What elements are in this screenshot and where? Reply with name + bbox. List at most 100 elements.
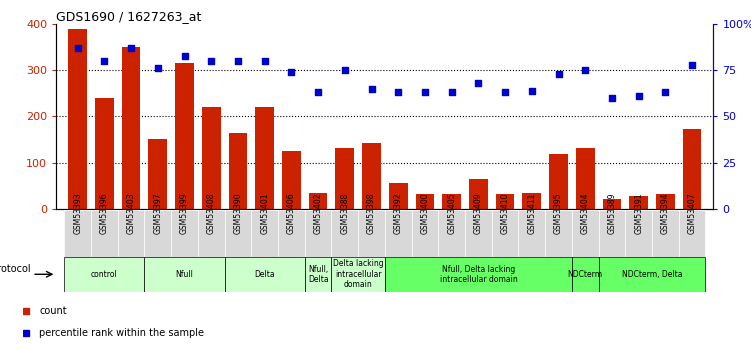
Bar bbox=[65, 257, 144, 292]
Bar bbox=[599, 257, 705, 292]
Bar bbox=[336, 148, 354, 209]
Text: GSM53390: GSM53390 bbox=[234, 192, 243, 234]
Point bbox=[526, 88, 538, 93]
Text: GSM53401: GSM53401 bbox=[260, 192, 269, 234]
Bar bbox=[68, 29, 87, 209]
Bar bbox=[171, 210, 198, 257]
Text: Nfull: Nfull bbox=[176, 270, 194, 279]
Bar bbox=[118, 210, 144, 257]
Bar bbox=[439, 210, 465, 257]
Point bbox=[445, 90, 457, 95]
Bar bbox=[549, 154, 568, 209]
Text: GSM53409: GSM53409 bbox=[474, 192, 483, 234]
Bar bbox=[198, 210, 225, 257]
Text: GSM53398: GSM53398 bbox=[367, 192, 376, 234]
Text: GSM53389: GSM53389 bbox=[608, 192, 617, 234]
Text: Nfull,
Delta: Nfull, Delta bbox=[308, 265, 328, 284]
Bar bbox=[385, 210, 412, 257]
Bar bbox=[331, 210, 358, 257]
Point bbox=[419, 90, 431, 95]
Text: count: count bbox=[39, 306, 67, 315]
Bar bbox=[225, 257, 305, 292]
Text: Delta: Delta bbox=[255, 270, 275, 279]
Point bbox=[258, 58, 270, 64]
Bar bbox=[492, 210, 518, 257]
Text: GSM53392: GSM53392 bbox=[394, 192, 403, 234]
Bar bbox=[255, 107, 274, 209]
Text: GSM53402: GSM53402 bbox=[314, 192, 323, 234]
Bar bbox=[469, 179, 487, 209]
Bar bbox=[309, 193, 327, 209]
Bar bbox=[415, 194, 434, 209]
Text: GSM53403: GSM53403 bbox=[127, 192, 136, 234]
Point bbox=[312, 90, 324, 95]
Point bbox=[606, 95, 618, 101]
Text: GDS1690 / 1627263_at: GDS1690 / 1627263_at bbox=[56, 10, 202, 23]
Point bbox=[125, 46, 137, 51]
Bar bbox=[225, 210, 252, 257]
Point bbox=[499, 90, 511, 95]
Text: GSM53388: GSM53388 bbox=[340, 193, 349, 234]
Text: GSM53410: GSM53410 bbox=[501, 192, 510, 234]
Text: GSM53399: GSM53399 bbox=[180, 192, 189, 234]
Point bbox=[205, 58, 217, 64]
Bar bbox=[65, 210, 91, 257]
Text: Nfull, Delta lacking
intracellular domain: Nfull, Delta lacking intracellular domai… bbox=[439, 265, 517, 284]
Point bbox=[472, 80, 484, 86]
Text: GSM53393: GSM53393 bbox=[73, 192, 82, 234]
Bar bbox=[278, 210, 305, 257]
Text: NDCterm: NDCterm bbox=[568, 270, 603, 279]
Text: GSM53405: GSM53405 bbox=[447, 192, 456, 234]
Bar bbox=[362, 143, 381, 209]
Bar bbox=[305, 257, 331, 292]
Bar bbox=[385, 257, 572, 292]
Point bbox=[553, 71, 565, 77]
Bar bbox=[602, 199, 621, 209]
Text: GSM53394: GSM53394 bbox=[661, 192, 670, 234]
Bar bbox=[496, 194, 514, 209]
Point bbox=[152, 66, 164, 71]
Point bbox=[632, 93, 644, 99]
Bar bbox=[679, 210, 705, 257]
Bar bbox=[252, 210, 278, 257]
Bar bbox=[442, 194, 461, 209]
Point bbox=[98, 58, 110, 64]
Bar bbox=[95, 98, 113, 209]
Bar bbox=[572, 210, 599, 257]
Point bbox=[232, 58, 244, 64]
Bar bbox=[122, 47, 140, 209]
Text: GSM53407: GSM53407 bbox=[688, 192, 697, 234]
Point bbox=[579, 68, 591, 73]
Bar bbox=[599, 210, 626, 257]
Bar bbox=[626, 210, 652, 257]
Bar bbox=[523, 193, 541, 209]
Text: GSM53406: GSM53406 bbox=[287, 192, 296, 234]
Point bbox=[686, 62, 698, 68]
Point bbox=[392, 90, 404, 95]
Bar bbox=[545, 210, 572, 257]
Bar bbox=[389, 183, 408, 209]
Text: GSM53411: GSM53411 bbox=[527, 193, 536, 234]
Bar bbox=[629, 196, 648, 209]
Point bbox=[179, 53, 191, 58]
Text: percentile rank within the sample: percentile rank within the sample bbox=[39, 328, 204, 338]
Point bbox=[659, 90, 671, 95]
Bar bbox=[175, 63, 194, 209]
Bar bbox=[576, 148, 595, 209]
Text: GSM53395: GSM53395 bbox=[554, 192, 563, 234]
Bar bbox=[652, 210, 679, 257]
Point bbox=[366, 86, 378, 91]
Bar bbox=[465, 210, 492, 257]
Point bbox=[339, 68, 351, 73]
Text: control: control bbox=[91, 270, 118, 279]
Text: protocol: protocol bbox=[0, 264, 31, 274]
Text: Delta lacking
intracellular
domain: Delta lacking intracellular domain bbox=[333, 259, 384, 289]
Text: GSM53404: GSM53404 bbox=[581, 192, 590, 234]
Point bbox=[71, 46, 83, 51]
Bar bbox=[149, 139, 167, 209]
Bar bbox=[144, 257, 225, 292]
Bar bbox=[305, 210, 331, 257]
Point bbox=[285, 69, 297, 75]
Bar bbox=[518, 210, 545, 257]
Bar bbox=[228, 132, 247, 209]
